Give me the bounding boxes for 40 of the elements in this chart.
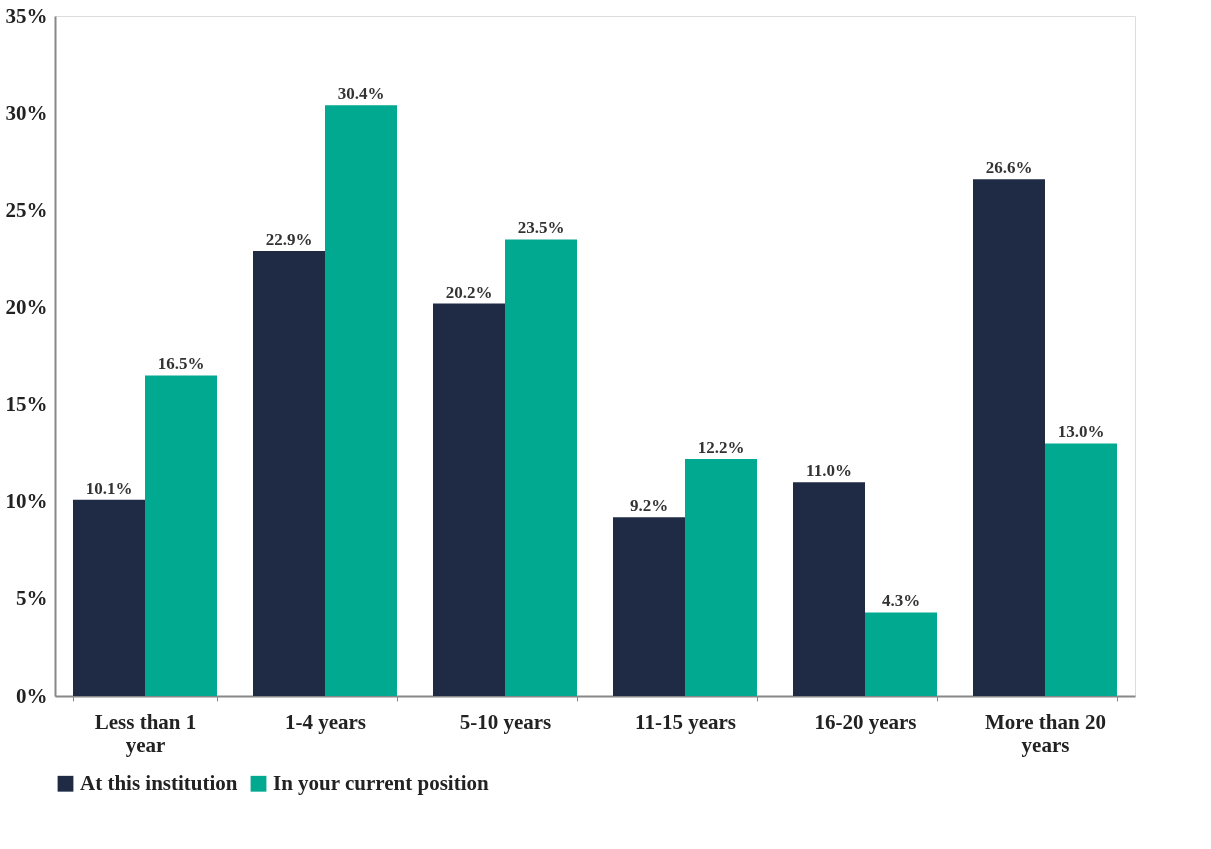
bar (433, 303, 505, 696)
bar (253, 251, 325, 696)
data-label: 20.2% (445, 282, 493, 302)
data-label: 13.0% (1057, 422, 1105, 442)
legend-label: In your current position (273, 770, 489, 795)
y-tick-label: 10% (5, 489, 48, 514)
data-label: 16.5% (157, 354, 205, 374)
bar (505, 239, 577, 696)
bar (325, 105, 397, 696)
x-tick-label: Less than 1 year (94, 709, 197, 757)
data-label: 11.0% (806, 461, 852, 481)
y-tick-label: 0% (16, 683, 48, 708)
x-tick-label: 11-15 years (635, 709, 736, 734)
x-tick-label: 5-10 years (459, 709, 552, 734)
bar (793, 482, 865, 696)
data-label: 10.1% (85, 478, 133, 498)
y-tick-label: 25% (5, 197, 48, 222)
bar (613, 517, 685, 696)
bar (973, 179, 1045, 696)
bar (865, 612, 937, 696)
data-label: 4.3% (881, 591, 921, 611)
x-tick-label: 1-4 years (284, 709, 367, 734)
x-tick-label: 16-20 years (814, 709, 917, 734)
y-tick-label: 30% (5, 100, 48, 125)
y-tick-label: 35% (5, 3, 48, 28)
bar (1045, 443, 1117, 696)
bar (145, 375, 217, 696)
x-tick-label: More than 20 years (985, 709, 1106, 757)
data-label: 12.2% (697, 437, 745, 457)
y-tick-label: 5% (16, 586, 48, 611)
data-label: 30.4% (337, 84, 385, 104)
bar (685, 458, 757, 696)
y-tick-label: 20% (5, 294, 48, 319)
data-label: 23.5% (517, 218, 565, 238)
data-label: 26.6% (985, 158, 1033, 178)
data-label: 9.2% (629, 496, 669, 516)
data-label: 22.9% (265, 230, 313, 250)
bar (73, 499, 145, 696)
y-tick-label: 15% (5, 392, 48, 417)
legend-label: At this institution (80, 770, 238, 795)
